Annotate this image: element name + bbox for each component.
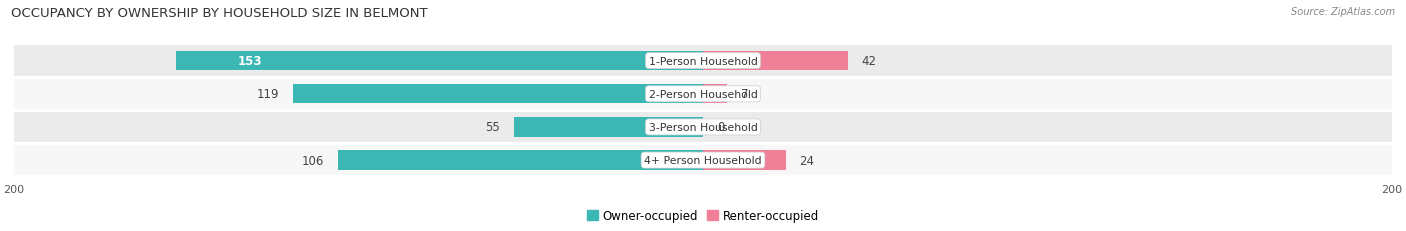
Text: OCCUPANCY BY OWNERSHIP BY HOUSEHOLD SIZE IN BELMONT: OCCUPANCY BY OWNERSHIP BY HOUSEHOLD SIZE… [11,7,427,20]
Text: 153: 153 [238,55,263,68]
Text: 24: 24 [800,154,814,167]
Bar [14,112,1392,143]
Text: 55: 55 [485,121,499,134]
Bar [337,151,703,170]
Text: 106: 106 [302,154,323,167]
Text: 7: 7 [741,88,748,101]
Bar [292,85,703,104]
Bar [176,52,703,71]
Bar [703,151,786,170]
Legend: Owner-occupied, Renter-occupied: Owner-occupied, Renter-occupied [582,205,824,227]
Bar [703,85,727,104]
Bar [14,145,1392,176]
Text: 2-Person Household: 2-Person Household [648,89,758,99]
Text: 3-Person Household: 3-Person Household [648,122,758,132]
Text: 42: 42 [862,55,876,68]
Text: 4+ Person Household: 4+ Person Household [644,155,762,165]
Text: 119: 119 [257,88,280,101]
Text: Source: ZipAtlas.com: Source: ZipAtlas.com [1291,7,1395,17]
Bar [703,52,848,71]
Bar [14,79,1392,109]
Bar [513,118,703,137]
Text: 1-Person Household: 1-Person Household [648,56,758,66]
Text: 0: 0 [717,121,724,134]
Bar [14,46,1392,76]
